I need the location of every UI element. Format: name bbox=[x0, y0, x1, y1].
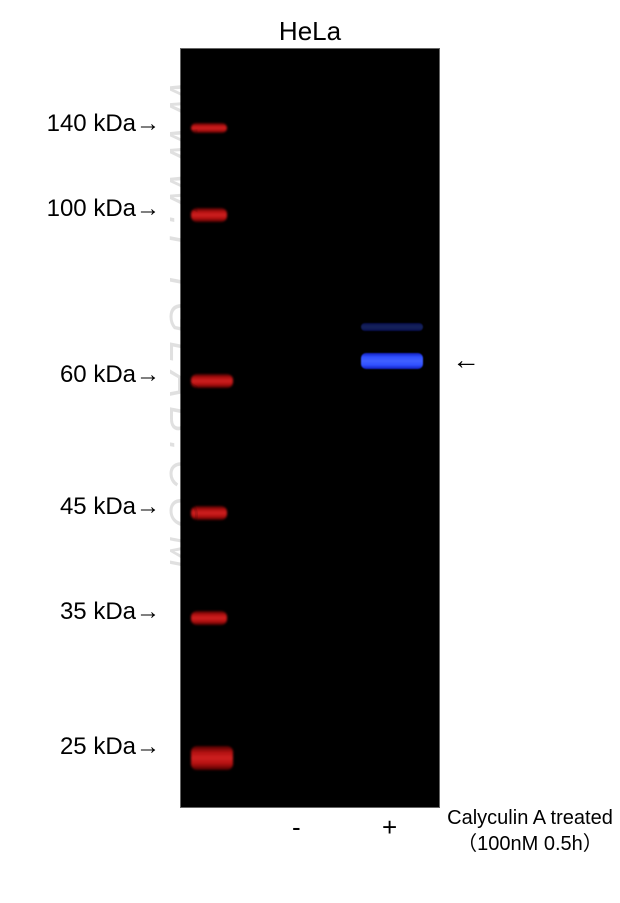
arrow-icon: → bbox=[136, 493, 160, 520]
mw-label-100: 100 kDa→ bbox=[30, 195, 160, 223]
mw-text-100: 100 kDa bbox=[47, 195, 136, 222]
ladder-band-140 bbox=[191, 123, 227, 133]
treatment-line1: Calyculin A treated bbox=[440, 805, 620, 831]
mw-text-25: 25 kDa bbox=[60, 733, 136, 760]
arrow-icon: → bbox=[136, 733, 160, 760]
mw-label-45: 45 kDa→ bbox=[30, 493, 160, 521]
mw-label-60: 60 kDa→ bbox=[30, 361, 160, 389]
mw-label-35: 35 kDa→ bbox=[30, 598, 160, 626]
sample-title: HeLa bbox=[279, 16, 341, 47]
signal-band-faint bbox=[361, 323, 423, 331]
lane-label-plus: + bbox=[382, 812, 397, 843]
arrow-icon: → bbox=[136, 598, 160, 625]
ladder-band-60 bbox=[191, 374, 233, 388]
mw-text-45: 45 kDa bbox=[60, 493, 136, 520]
mw-text-35: 35 kDa bbox=[60, 598, 136, 625]
ladder-band-25 bbox=[191, 746, 233, 770]
arrow-icon: → bbox=[136, 361, 160, 388]
arrow-icon: → bbox=[136, 195, 160, 222]
western-blot-area bbox=[180, 48, 440, 808]
ladder-band-100 bbox=[191, 208, 227, 222]
ladder-band-45 bbox=[191, 506, 227, 520]
mw-text-140: 140 kDa bbox=[47, 110, 136, 137]
treatment-label: Calyculin A treated （100nM 0.5h） bbox=[440, 805, 620, 857]
treatment-line2: （100nM 0.5h） bbox=[440, 831, 620, 857]
mw-label-140: 140 kDa→ bbox=[30, 110, 160, 138]
mw-label-25: 25 kDa→ bbox=[30, 733, 160, 761]
signal-band-main bbox=[361, 353, 423, 369]
arrow-icon: → bbox=[136, 110, 160, 137]
lane-label-minus: - bbox=[292, 812, 301, 843]
band-indicator-arrow: ← bbox=[452, 344, 480, 376]
mw-text-60: 60 kDa bbox=[60, 361, 136, 388]
ladder-band-35 bbox=[191, 611, 227, 625]
